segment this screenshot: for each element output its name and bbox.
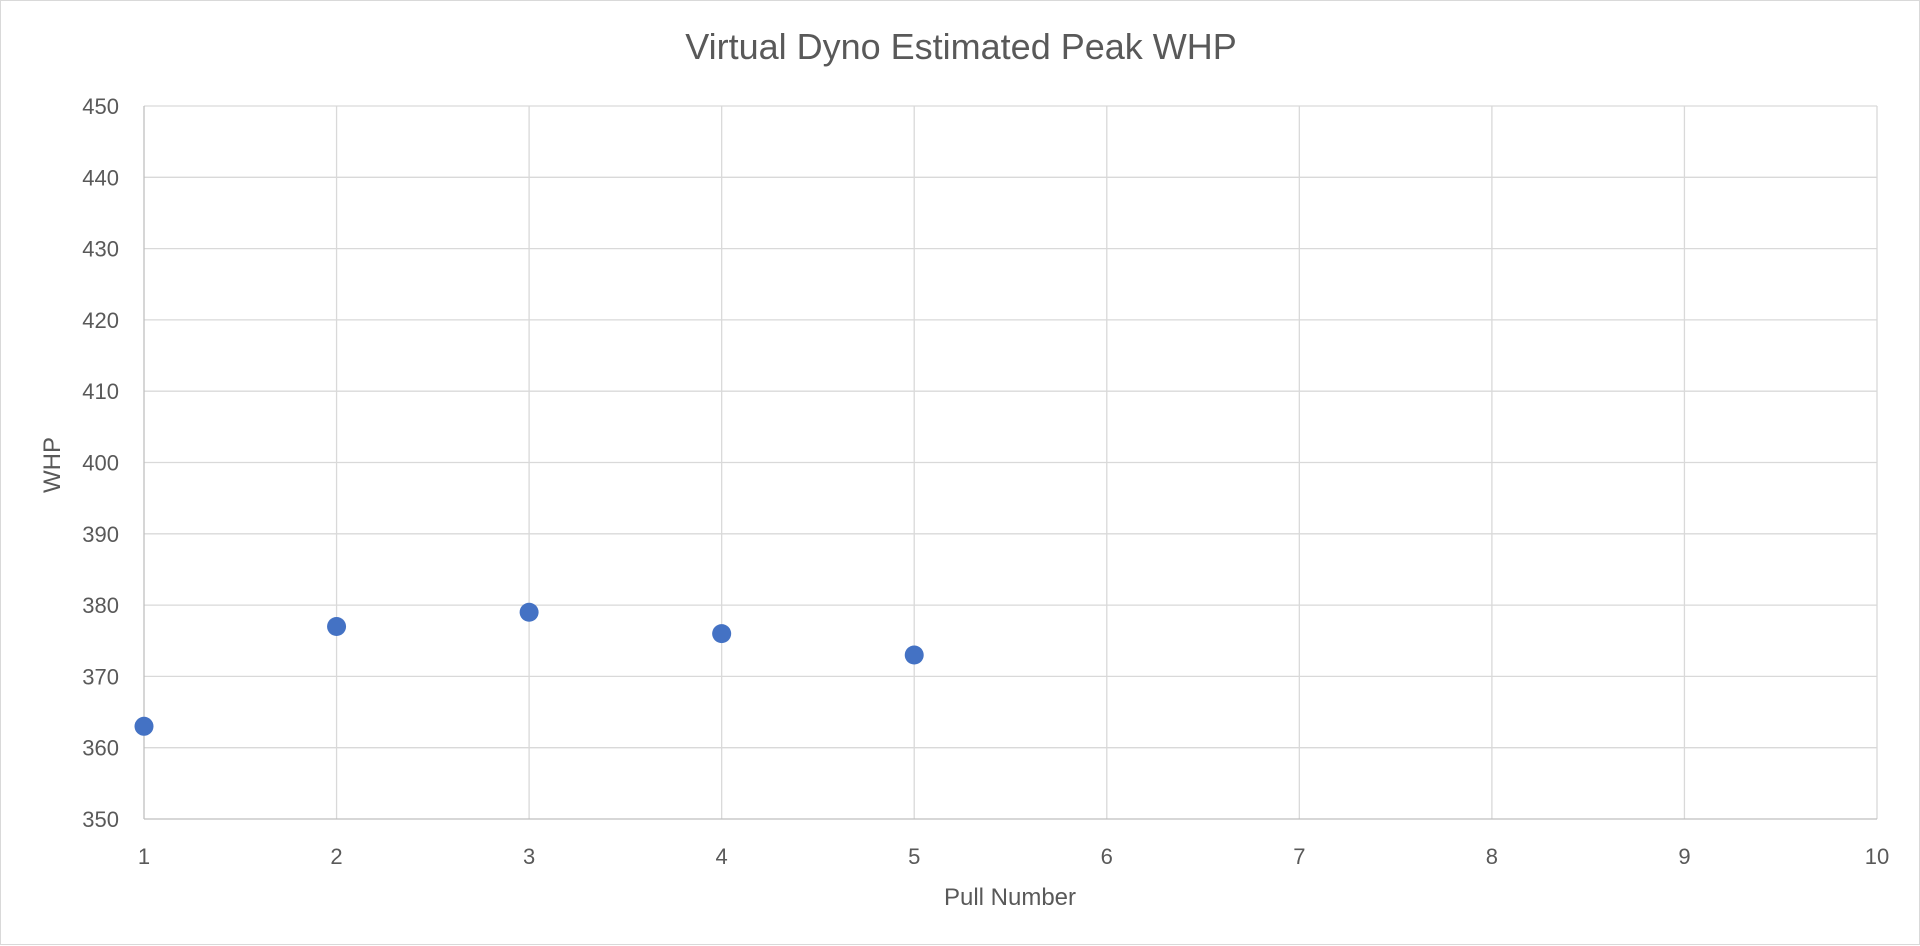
x-tick-label: 8	[1486, 844, 1498, 869]
x-tick-label: 10	[1865, 844, 1889, 869]
x-tick-label: 4	[716, 844, 728, 869]
y-axis-title: WHP	[39, 437, 66, 493]
x-axis-title: Pull Number	[944, 884, 1076, 911]
data-point	[134, 716, 154, 736]
y-tick-label: 400	[82, 451, 119, 476]
y-tick-label: 350	[82, 807, 119, 832]
data-point	[519, 602, 539, 622]
x-tick-label: 7	[1293, 844, 1305, 869]
y-axis-tick-labels: 350 360 370 380 390 400 410 420 430 440 450	[82, 94, 119, 832]
x-axis-tick-labels: 1 2 3 4 5 6 7 8 9 10	[138, 844, 1889, 869]
x-tick-label: 1	[138, 844, 150, 869]
x-tick-label: 3	[523, 844, 535, 869]
y-tick-label: 370	[82, 664, 119, 689]
y-tick-label: 390	[82, 522, 119, 547]
y-tick-label: 430	[82, 237, 119, 262]
y-tick-label: 450	[82, 94, 119, 119]
gridlines	[144, 105, 1878, 819]
x-tick-label: 5	[908, 844, 920, 869]
data-point	[712, 624, 732, 644]
data-point	[327, 616, 347, 636]
data-points	[134, 602, 924, 736]
y-tick-label: 410	[82, 379, 119, 404]
x-tick-label: 6	[1101, 844, 1113, 869]
data-point	[904, 645, 924, 665]
x-tick-label: 9	[1678, 844, 1690, 869]
y-tick-label: 360	[82, 736, 119, 761]
y-tick-label: 380	[82, 593, 119, 618]
x-tick-label: 2	[330, 844, 342, 869]
chart-title: Virtual Dyno Estimated Peak WHP	[685, 26, 1237, 67]
axes	[143, 106, 1877, 820]
y-tick-label: 440	[82, 165, 119, 190]
y-tick-label: 420	[82, 308, 119, 333]
